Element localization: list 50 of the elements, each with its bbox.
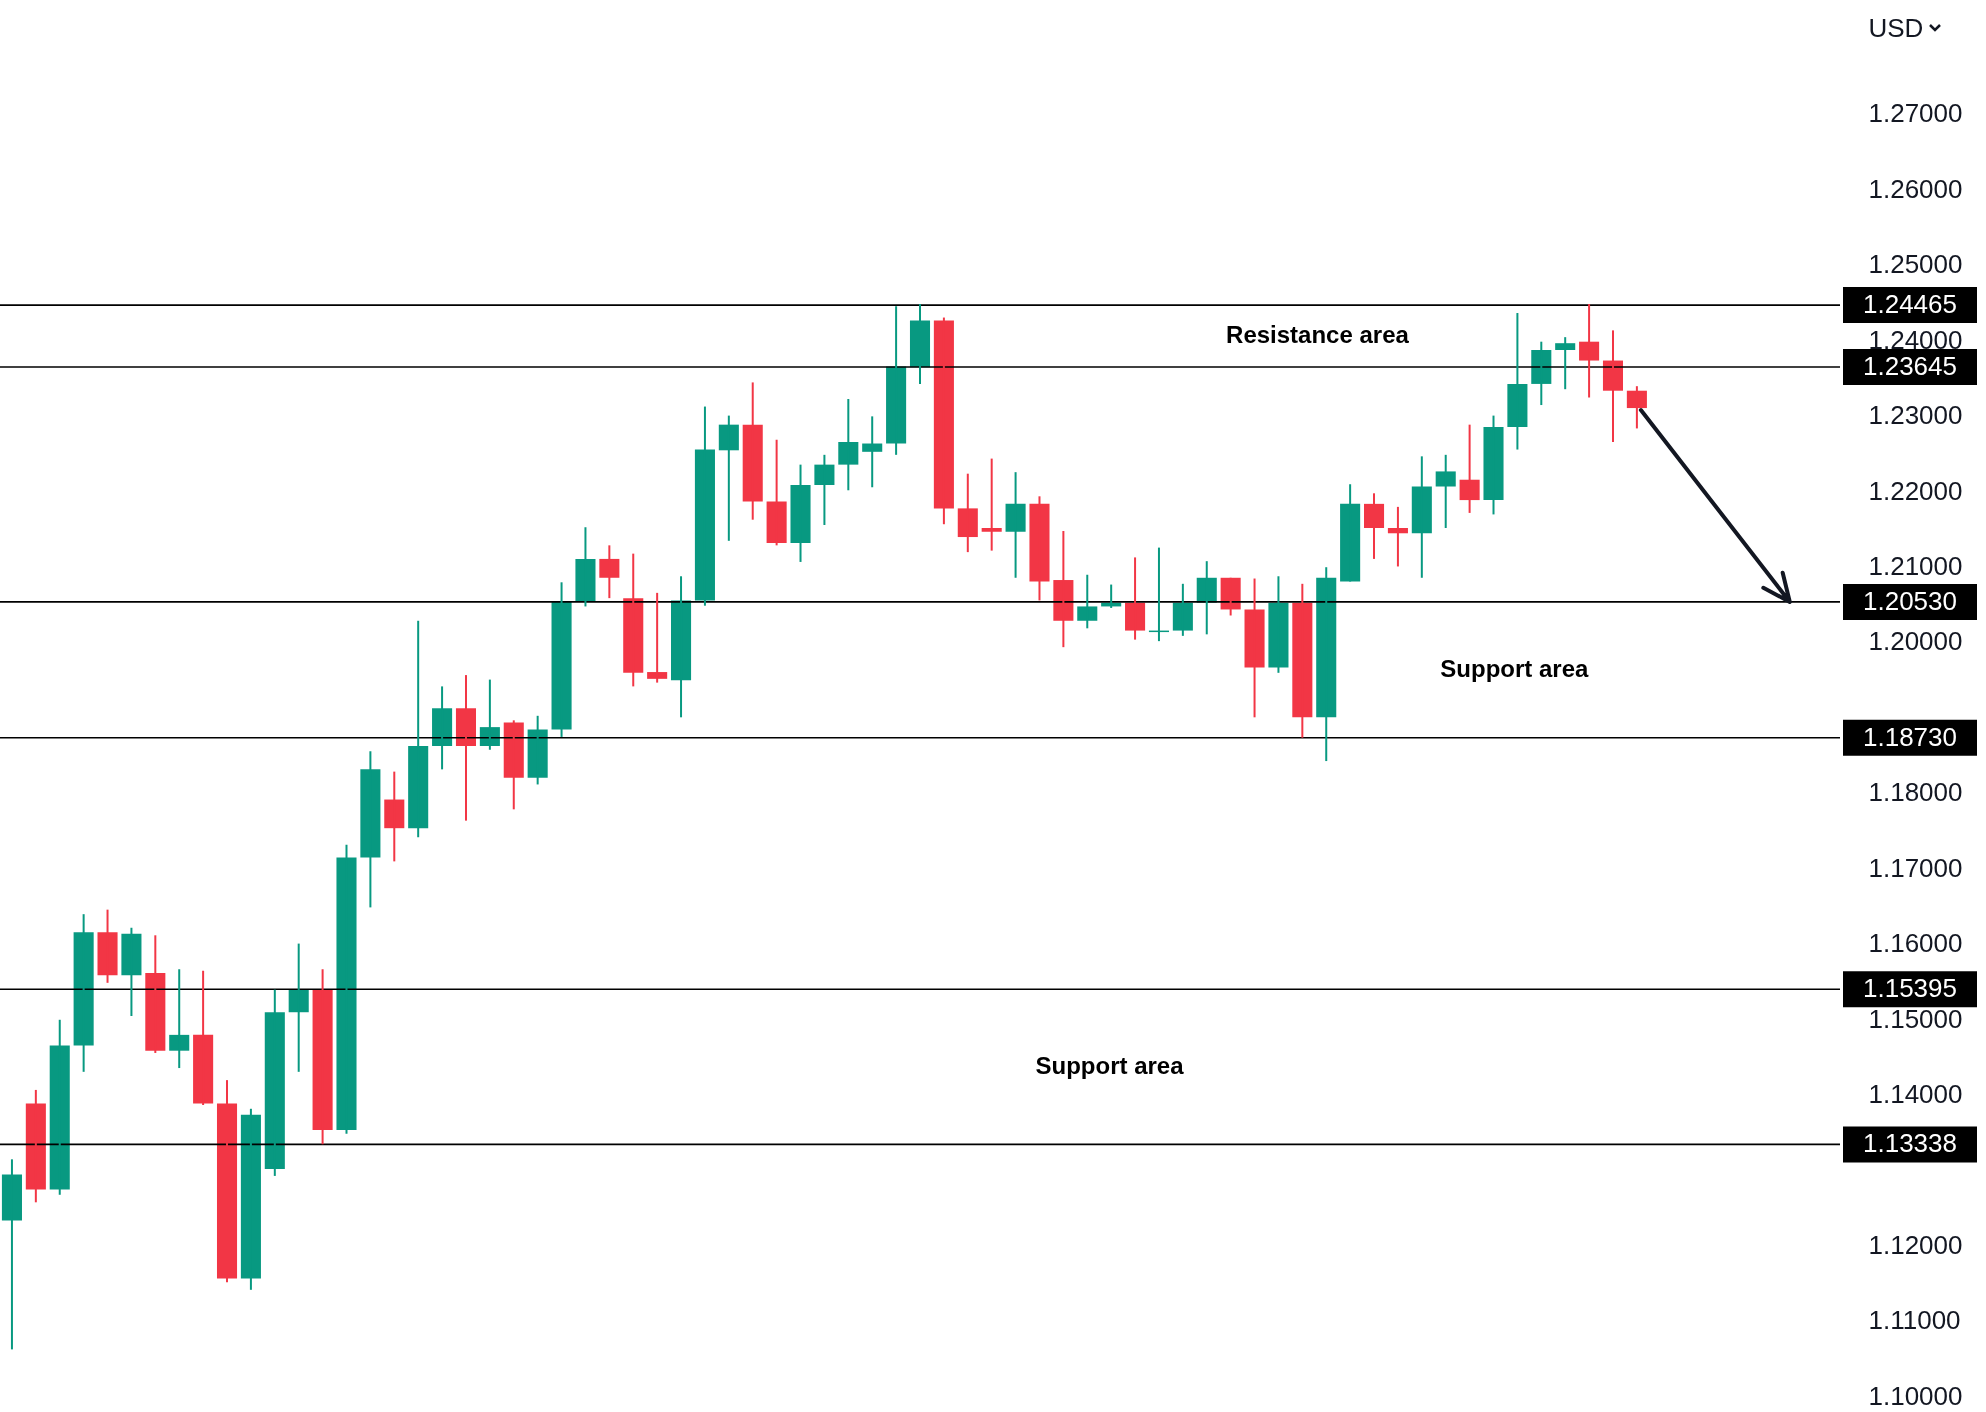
y-axis-title: USD [1868, 12, 1924, 43]
y-tick-label: 1.22000 [1868, 475, 1963, 506]
candlestick [790, 463, 811, 563]
candlestick [1555, 336, 1576, 391]
ref-line-label: 1.20530 [1863, 585, 1957, 616]
annotation: Support area [1035, 1051, 1185, 1079]
ref-line-label: 1.18730 [1863, 721, 1957, 752]
y-tick-label: 1.23000 [1868, 400, 1963, 431]
candlestick [1172, 582, 1193, 637]
y-tick-label: 1.17000 [1868, 852, 1963, 883]
candlestick [1435, 453, 1456, 529]
ref-line-label: 1.24465 [1863, 289, 1957, 320]
y-tick-label: 1.21000 [1868, 550, 1963, 581]
candlestick [1268, 575, 1289, 674]
candlestick [838, 398, 859, 492]
candlestick [981, 457, 1002, 552]
ref-line-label: 1.15395 [1863, 973, 1957, 1004]
ref-line-label: 1.13338 [1863, 1128, 1957, 1159]
candlestick [360, 750, 381, 909]
y-tick-label: 1.25000 [1868, 249, 1963, 280]
candlestick [1029, 495, 1050, 602]
candlestick [647, 591, 668, 684]
y-tick-label: 1.10000 [1868, 1380, 1963, 1411]
annotation: Support area [1440, 654, 1589, 682]
candlestick [599, 544, 620, 600]
y-tick-label: 1.26000 [1868, 173, 1963, 204]
y-tick-label: 1.11000 [1868, 1305, 1961, 1336]
candlestick [1340, 483, 1361, 583]
y-tick-label: 1.12000 [1868, 1229, 1963, 1260]
y-tick-label: 1.27000 [1868, 98, 1963, 129]
candlestick [1, 1158, 22, 1351]
candlestick [1125, 556, 1146, 641]
y-tick-label: 1.14000 [1868, 1078, 1963, 1109]
y-tick-label: 1.16000 [1868, 928, 1963, 959]
candlestick [1507, 312, 1528, 451]
candlestick [1005, 471, 1026, 579]
y-tick-label: 1.18000 [1868, 777, 1963, 808]
y-tick-label: 1.20000 [1868, 626, 1963, 657]
candlestick [742, 381, 763, 521]
candlestick [957, 472, 978, 554]
y-tick-label: 1.15000 [1868, 1003, 1963, 1034]
candlestick [1244, 577, 1265, 719]
candlestick [169, 968, 190, 1070]
candlestick [1483, 414, 1504, 516]
candlestick [336, 843, 357, 1135]
annotation: Resistance area [1226, 321, 1410, 349]
candlestick [97, 908, 118, 984]
candlestick [193, 969, 214, 1107]
candlestick [1579, 302, 1600, 399]
candlestick [1077, 573, 1098, 630]
